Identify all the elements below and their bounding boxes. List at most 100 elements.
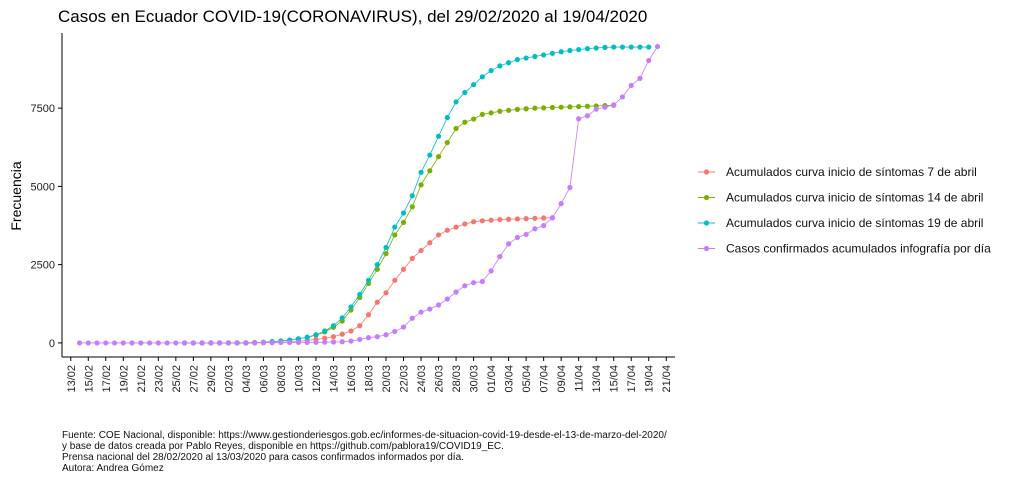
data-point <box>409 315 415 321</box>
data-point <box>549 104 556 111</box>
data-point <box>470 116 477 122</box>
data-point <box>435 302 442 308</box>
data-point <box>348 328 354 334</box>
data-point <box>611 102 617 108</box>
data-point <box>400 266 407 272</box>
data-point <box>497 216 503 223</box>
data-point <box>611 44 617 50</box>
data-point <box>374 334 380 340</box>
data-point <box>339 339 345 345</box>
x-tick-label: 01/04 <box>486 365 498 393</box>
data-point <box>225 340 231 346</box>
data-point <box>532 53 538 60</box>
data-point <box>120 340 126 346</box>
data-point <box>418 309 424 315</box>
data-point <box>497 253 503 260</box>
data-point <box>628 82 634 89</box>
legend-label: Acumulados curva inicio de síntomas 7 de… <box>726 165 977 179</box>
data-point <box>304 339 310 345</box>
caption-line: Prensa nacional del 28/02/2020 al 13/03/… <box>62 452 464 463</box>
data-point <box>506 216 512 222</box>
data-point <box>514 234 520 241</box>
data-point <box>173 340 179 346</box>
data-point <box>523 55 529 61</box>
data-point <box>357 336 363 343</box>
x-tick-label: 13/04 <box>591 365 603 393</box>
data-point <box>182 340 188 346</box>
data-point <box>488 268 494 274</box>
data-point <box>602 104 608 110</box>
data-point <box>602 44 608 51</box>
data-point <box>374 266 380 272</box>
data-point <box>488 217 494 223</box>
data-point <box>339 315 345 321</box>
data-point <box>435 154 442 160</box>
data-point <box>470 280 477 286</box>
x-tick-label: 05/04 <box>521 365 533 393</box>
data-point <box>514 106 520 112</box>
legend-item: Acumulados curva inicio de síntomas 7 de… <box>698 165 977 179</box>
x-tick-label: 04/03 <box>241 365 253 393</box>
x-tick-label: 09/04 <box>556 365 568 393</box>
data-point <box>357 291 363 297</box>
x-tick-label: 12/03 <box>311 365 323 393</box>
data-point <box>462 283 468 289</box>
data-point <box>138 340 144 346</box>
data-point <box>409 193 415 199</box>
x-tick-label: 02/03 <box>223 365 235 393</box>
data-point <box>497 108 503 114</box>
data-point <box>260 339 267 346</box>
data-point <box>523 106 529 112</box>
series-2 <box>182 102 617 346</box>
data-point <box>479 278 485 285</box>
x-tick-label: 30/03 <box>469 365 481 393</box>
data-point <box>444 114 450 121</box>
data-point <box>470 82 477 88</box>
data-point <box>383 251 389 257</box>
data-point <box>243 340 249 346</box>
data-point <box>155 340 161 346</box>
x-tick-label: 15/04 <box>609 365 621 393</box>
legend-key-point <box>703 194 710 201</box>
data-point <box>470 219 477 225</box>
x-tick-label: 19/04 <box>644 365 656 393</box>
data-point <box>558 104 564 110</box>
data-point <box>453 289 459 295</box>
data-point <box>523 216 529 222</box>
data-point <box>409 204 415 210</box>
x-tick-label: 07/04 <box>539 365 551 393</box>
data-point <box>444 296 450 302</box>
y-tick-label: 7500 <box>31 103 55 115</box>
data-point <box>497 63 503 69</box>
data-point <box>444 139 450 146</box>
data-point <box>330 334 337 340</box>
data-point <box>506 241 512 247</box>
data-point <box>330 339 337 345</box>
legend-item: Casos confirmados acumulados infografía … <box>698 242 991 256</box>
data-point <box>549 50 556 56</box>
data-point <box>357 323 363 329</box>
data-point <box>199 340 205 346</box>
legend-label: Acumulados curva inicio de síntomas 19 d… <box>726 216 983 230</box>
x-tick-label: 10/03 <box>293 365 305 393</box>
data-point <box>252 340 258 346</box>
data-point <box>409 255 415 261</box>
data-point <box>567 104 573 110</box>
x-tick-label: 29/02 <box>206 365 218 393</box>
legend-key-point <box>703 169 710 175</box>
data-point <box>541 52 547 58</box>
data-point <box>558 201 564 207</box>
data-point <box>637 75 643 81</box>
caption-line: Autora: Andrea Gómez <box>62 463 164 474</box>
data-point <box>111 340 118 346</box>
data-point <box>383 244 389 251</box>
data-point <box>541 105 547 111</box>
data-point <box>532 226 538 232</box>
series-line <box>79 46 658 344</box>
data-point <box>549 215 556 221</box>
data-point <box>488 67 494 74</box>
data-point <box>418 247 424 254</box>
data-point <box>85 340 91 346</box>
legend-key-point <box>703 245 710 252</box>
data-point <box>479 111 485 117</box>
